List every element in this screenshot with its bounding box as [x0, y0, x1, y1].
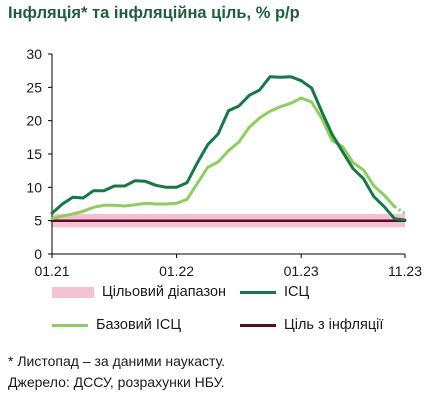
y-tick-label: 10 [26, 179, 42, 195]
legend-swatch-target [240, 323, 276, 327]
series-line-cpi [50, 75, 407, 222]
y-tick-label: 25 [26, 79, 42, 95]
legend-label-core: Базовий ІСЦ [96, 317, 182, 333]
x-tick-label: 11.23 [388, 263, 422, 279]
legend-item-cpi: ІСЦ [240, 284, 309, 300]
y-tick-label: 5 [34, 213, 42, 229]
legend-label-target: Ціль з інфляції [284, 317, 384, 333]
y-tick-label: 20 [26, 113, 42, 129]
y-tick-label: 30 [26, 46, 42, 62]
x-tick-label: 01.23 [284, 263, 319, 279]
legend-item-core: Базовий ІСЦ [52, 317, 181, 333]
legend-swatch-cpi [240, 290, 276, 294]
series-layer [50, 75, 407, 222]
ticks-layer: 0 5 10 15 20 25 30 01.21 01.22 01.23 11.23 [26, 46, 422, 279]
chart-title: Інфляція* та інфляційна ціль, % р/р [8, 4, 300, 22]
legend-swatch-band [52, 286, 94, 298]
chart-legend: Цільовий діапазон ІСЦ Базовий ІСЦ Ціль з… [0, 284, 429, 344]
legend-item-target: Ціль з інфляції [240, 317, 383, 333]
footnote-source: Джерело: ДССУ, розрахунки НБУ. [8, 374, 225, 390]
series-line-core-cpi [50, 96, 397, 221]
legend-label-band: Цільовий діапазон [102, 284, 227, 300]
legend-item-band: Цільовий діапазон [52, 284, 226, 300]
x-tick-label: 01.21 [34, 263, 69, 279]
legend-label-cpi: ІСЦ [284, 284, 310, 300]
y-tick-label: 15 [26, 146, 42, 162]
footnote-nowcast: * Листопад – за даними наукасту. [8, 353, 226, 369]
series-line-core-cpi-nowcast [393, 205, 406, 215]
x-tick-label: 01.22 [159, 263, 194, 279]
y-tick-label: 0 [34, 246, 42, 262]
inflation-chart: 0 5 10 15 20 25 30 01.21 01.22 01.23 11.23 [26, 46, 422, 279]
legend-swatch-core [52, 323, 88, 327]
